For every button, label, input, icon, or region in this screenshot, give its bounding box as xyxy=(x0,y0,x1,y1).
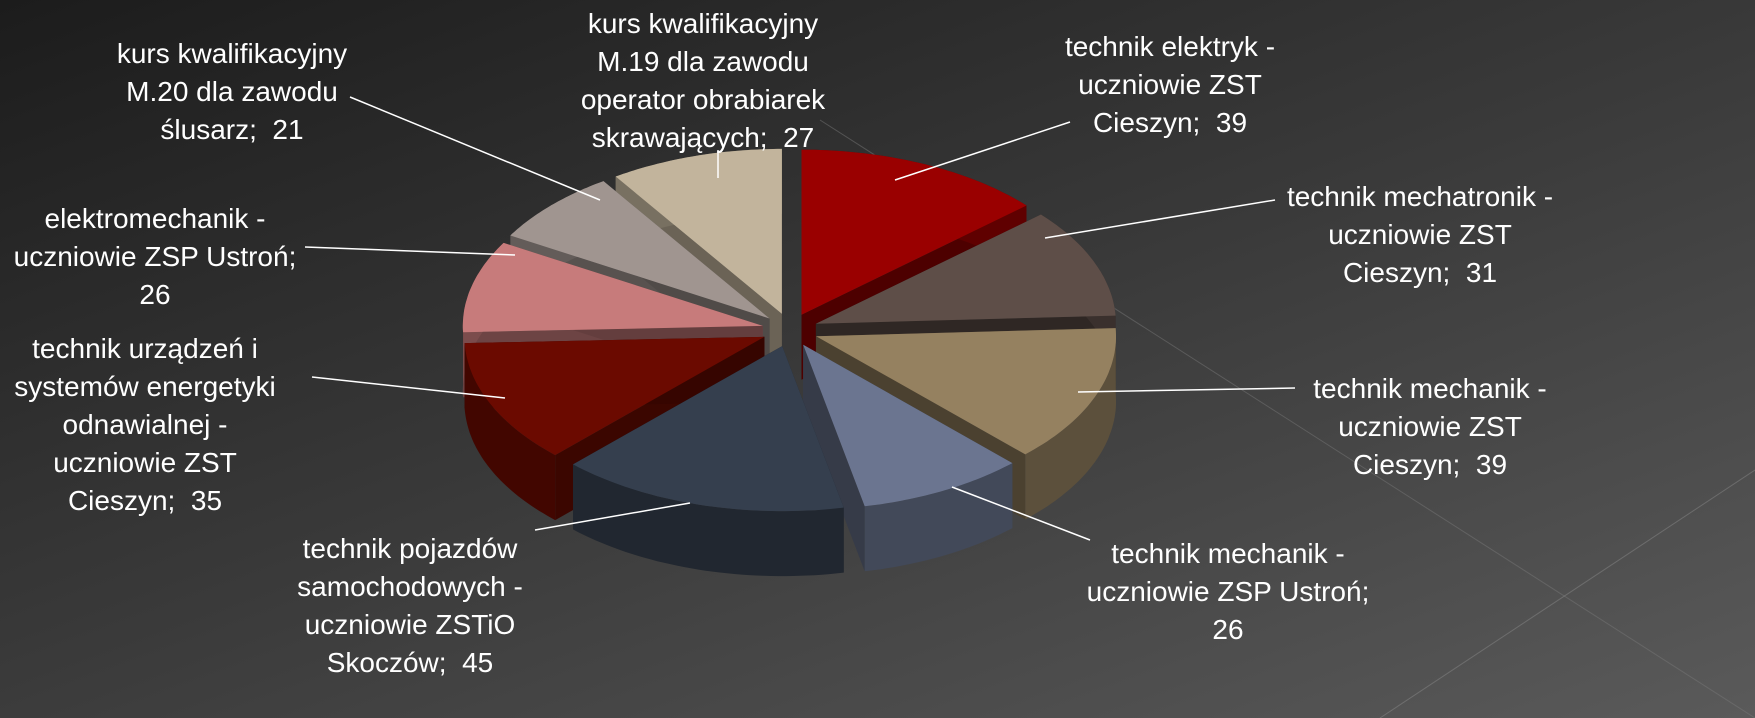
slice-top xyxy=(510,181,770,319)
leader-line xyxy=(1044,199,1276,239)
leader-line xyxy=(1077,387,1296,393)
leader-line xyxy=(311,376,506,399)
slice-top xyxy=(803,344,1013,507)
slice-side xyxy=(803,344,865,572)
leader-line xyxy=(534,502,691,531)
leader-line xyxy=(304,246,516,256)
slice-wall xyxy=(1025,328,1116,520)
slice-wall xyxy=(864,463,1013,572)
data-label: technik pojazdów samochodowych - uczniow… xyxy=(297,533,531,678)
pie-slice xyxy=(803,344,1013,572)
data-label: technik mechatronik - uczniowie ZST Cies… xyxy=(1286,181,1561,288)
slice-top xyxy=(615,148,782,314)
pie-slice xyxy=(573,346,844,577)
slice-top xyxy=(815,214,1116,324)
data-label: kurs kwalifikacyjny M.19 dla zawodu oper… xyxy=(580,8,833,153)
leader-line xyxy=(894,121,1071,181)
data-label: technik elektryk - uczniowie ZST Cieszyn… xyxy=(1064,31,1283,138)
slice-wall xyxy=(464,343,556,521)
data-label: kurs kwalifikacyjny M.20 dla zawodu ślus… xyxy=(116,38,355,145)
slice-top xyxy=(464,336,765,456)
slice-wall xyxy=(573,464,844,577)
leader-line xyxy=(349,96,601,201)
data-label: technik mechanik - uczniowie ZST Cieszyn… xyxy=(1313,373,1555,480)
slice-top xyxy=(816,328,1116,455)
leader-line xyxy=(951,486,1091,541)
decor-line xyxy=(1379,469,1755,718)
data-label: elektromechanik - uczniowie ZSP Ustroń; … xyxy=(13,203,312,310)
slice-top xyxy=(801,149,1027,315)
data-label: technik urządzeń i systemów energetyki o… xyxy=(14,333,284,516)
slice-top xyxy=(573,346,844,512)
data-label: technik mechanik - uczniowie ZSP Ustroń;… xyxy=(1086,538,1385,645)
slice-top xyxy=(462,242,763,333)
